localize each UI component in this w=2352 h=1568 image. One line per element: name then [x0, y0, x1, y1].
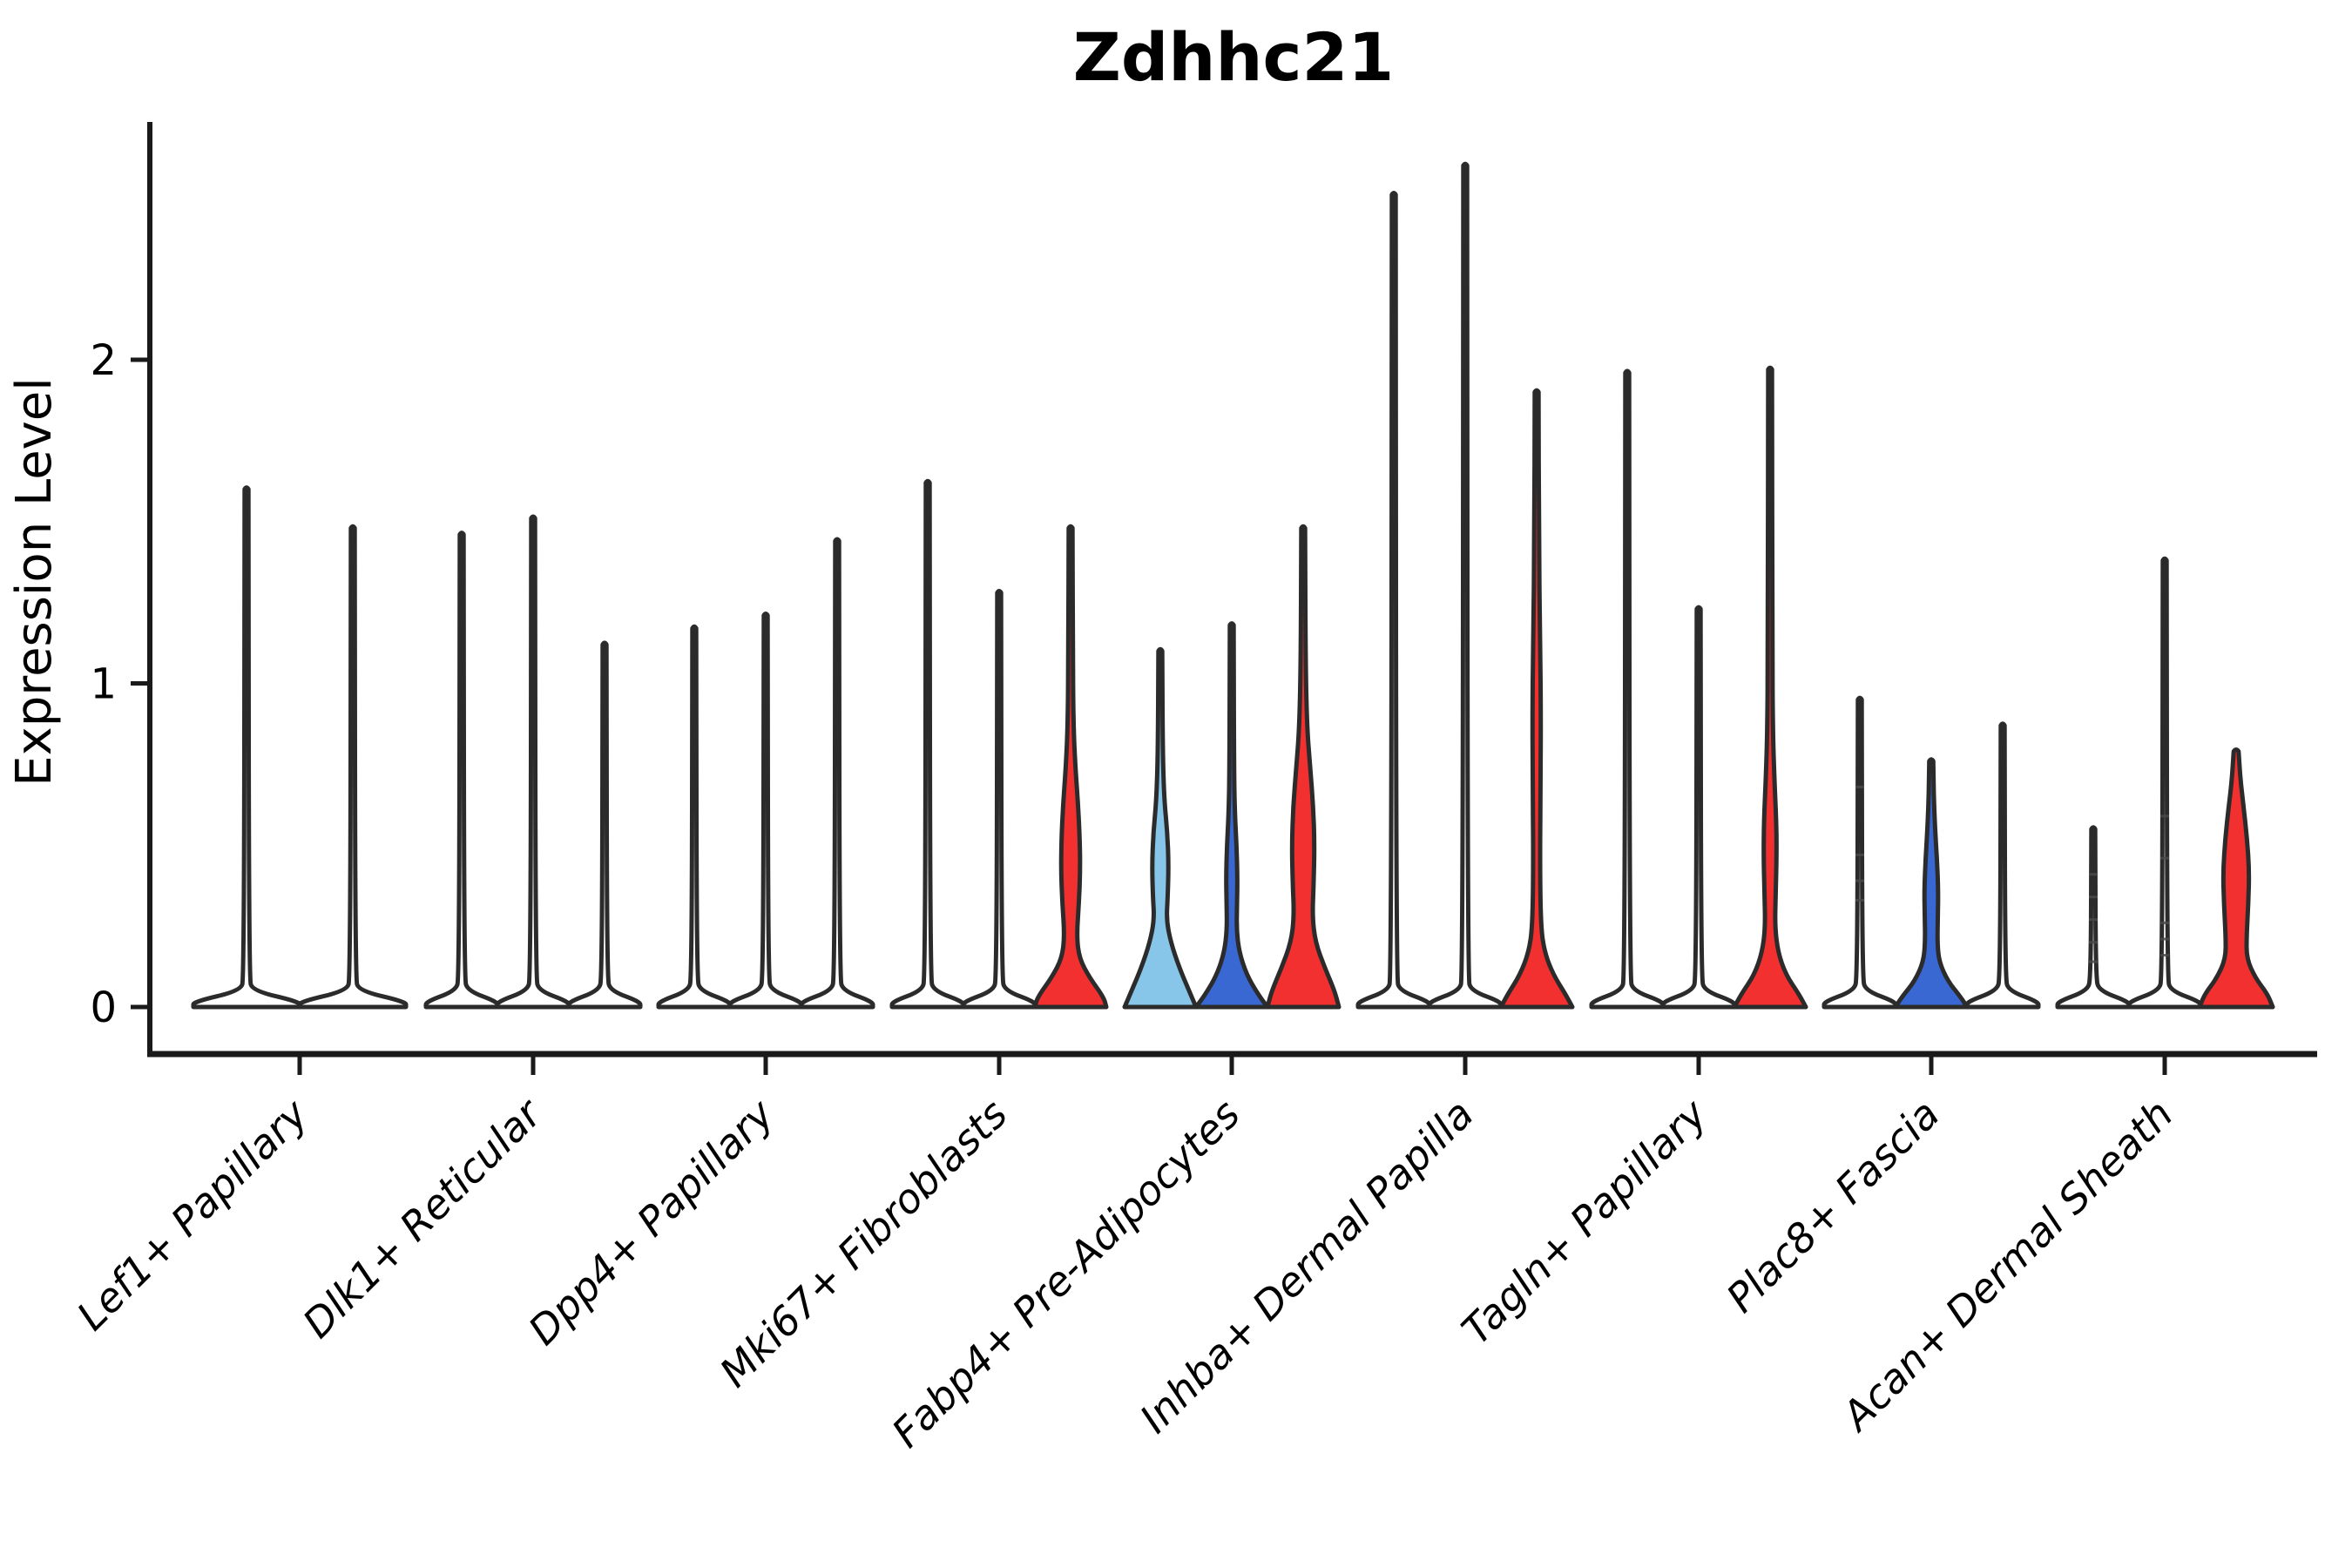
x-tick-label: Tagln+ Papillary — [1452, 1090, 1716, 1354]
x-tick-label: Dlk1+ Reticular — [294, 1088, 552, 1347]
violin-group — [191, 485, 409, 1010]
violin-empty — [1660, 605, 1737, 1010]
violins-layer — [191, 161, 2275, 1010]
violin-empty — [191, 485, 302, 1010]
violin-empty — [1355, 191, 1432, 1010]
chart-title: Zdhhc21 — [1073, 18, 1395, 96]
violin-red — [1498, 388, 1575, 1010]
violin-group — [423, 514, 643, 1010]
violin-red — [1732, 365, 1808, 1010]
violin-red — [1265, 524, 1342, 1010]
violin-blue — [1893, 757, 1970, 1010]
violin-blue — [1193, 621, 1270, 1010]
violin-empty — [566, 640, 643, 1010]
violin-group — [2055, 556, 2275, 1010]
y-axis-label: Expression Level — [6, 377, 63, 787]
violin-empty — [2055, 825, 2132, 1010]
violin-group — [889, 478, 1109, 1010]
x-tick-label: Lef1+ Papillary — [68, 1090, 317, 1339]
x-tick-label: Plac8+ Fascia — [1717, 1091, 1948, 1321]
violin-empty — [495, 514, 571, 1010]
violin-empty — [889, 478, 966, 1010]
violin-empty — [2126, 556, 2203, 1010]
x-tick-label: Dpp4+ Papillary — [519, 1090, 783, 1354]
violin-empty — [656, 624, 733, 1010]
violin-group — [656, 537, 875, 1010]
violin-group — [1355, 161, 1575, 1010]
violin-group — [1122, 524, 1342, 1010]
y-tick-label: 2 — [90, 336, 117, 385]
violin-group — [1589, 365, 1808, 1010]
violin-red — [1032, 524, 1109, 1010]
violin-empty — [423, 531, 500, 1010]
violin-empty — [1427, 161, 1504, 1010]
violin-group — [1821, 695, 2041, 1010]
violin-empty — [297, 524, 409, 1010]
violin-empty — [961, 589, 1037, 1010]
violin-red — [2197, 747, 2275, 1010]
violin-lightblue — [1122, 646, 1199, 1010]
violin-empty — [1589, 368, 1666, 1010]
violin-empty — [799, 537, 875, 1010]
violin-empty — [1964, 721, 2041, 1010]
violin-empty — [1821, 695, 1898, 1010]
violin-empty — [727, 612, 804, 1010]
y-tick-label: 1 — [90, 660, 117, 709]
y-tick-label: 0 — [90, 983, 117, 1032]
